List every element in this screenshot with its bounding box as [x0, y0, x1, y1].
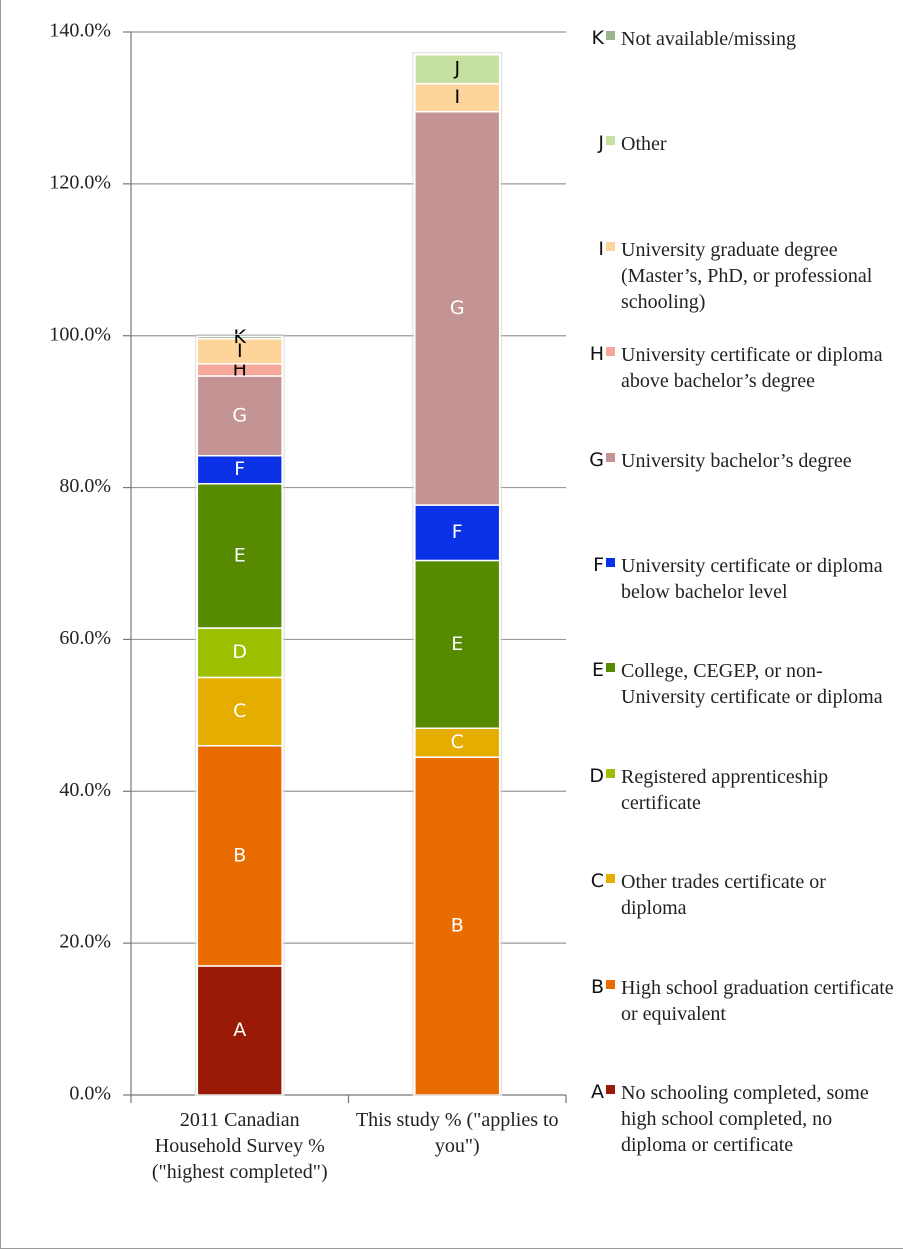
bar-segment — [196, 627, 283, 679]
segment-label: D — [232, 641, 247, 663]
legend-key: H — [589, 343, 604, 366]
segment-label: F — [452, 521, 463, 543]
x-tick-label: This study % ("applies to you") — [355, 1109, 559, 1157]
legend-key: F — [593, 554, 604, 576]
legend-item: E College, CEGEP, or non-University certi… — [584, 658, 896, 710]
segment-label: E — [451, 633, 463, 655]
bar-segment — [196, 335, 283, 340]
legend-item: A No schooling completed, some high schoo… — [584, 1080, 896, 1158]
legend-key: C — [590, 870, 604, 893]
legend-item: F University certificate or diploma below… — [584, 553, 896, 605]
bar-segment — [196, 744, 283, 967]
legend-swatch — [606, 874, 615, 884]
segment-label: C — [233, 700, 246, 722]
segment-label: G — [232, 404, 247, 426]
legend-item: G University bachelor’s degree — [584, 448, 896, 474]
y-tick-label: 20.0% — [59, 931, 111, 953]
legend-swatch — [606, 452, 615, 462]
segment-label: E — [234, 544, 246, 566]
legend-key: E — [591, 659, 604, 682]
segment-label: B — [451, 915, 464, 937]
segment-label: A — [233, 1019, 246, 1041]
legend-key: G — [589, 448, 604, 471]
segment-label: G — [450, 297, 465, 319]
legend-item: I University graduate degree (Master’s, P… — [584, 237, 896, 315]
bar-segment — [414, 727, 501, 758]
y-tick-label: 120.0% — [49, 171, 111, 193]
legend-label: College, CEGEP, or non-University certif… — [621, 660, 883, 709]
y-tick-label: 0.0% — [69, 1083, 111, 1105]
legend-item: J Other — [584, 131, 896, 157]
legend-key: K — [591, 27, 604, 49]
bar-segment — [414, 756, 501, 1096]
y-tick-label: 60.0% — [59, 627, 111, 649]
legend-swatch — [606, 768, 615, 778]
legend-key: J — [598, 132, 604, 155]
legend-key: I — [598, 237, 604, 260]
legend-label: University graduate degree (Master’s, Ph… — [621, 238, 873, 313]
bar-segment — [414, 504, 501, 562]
segment-label: I — [237, 340, 243, 362]
legend-swatch — [606, 136, 615, 146]
segment-label: K — [234, 326, 247, 348]
legend-swatch — [606, 241, 615, 251]
legend-item: K Not available/missing — [584, 26, 896, 52]
legend-label: Other trades certificate or diploma — [621, 871, 826, 920]
bar-segment — [196, 483, 283, 629]
bar-outline — [412, 52, 503, 1096]
segment-label: B — [233, 844, 246, 866]
bar-segment — [196, 965, 283, 1096]
y-tick-label: 100.0% — [49, 323, 111, 345]
y-tick-label: 140.0% — [49, 20, 111, 42]
legend-label: Not available/missing — [621, 28, 796, 50]
legend-label: University certificate or diploma below … — [621, 555, 883, 603]
segment-label: I — [454, 86, 460, 108]
legend-item: D Registered apprenticeship certificate — [584, 764, 896, 816]
bar-segment — [414, 110, 501, 506]
legend-item: B High school graduation certificate or e… — [584, 975, 896, 1027]
legend-label: Other — [621, 133, 667, 156]
segment-label: C — [451, 731, 464, 753]
bar-segment — [196, 676, 283, 747]
y-tick-label: 80.0% — [59, 475, 111, 497]
legend-swatch — [606, 979, 615, 989]
legend-label: University certificate or diploma above … — [621, 344, 883, 393]
bar-segment — [414, 54, 501, 85]
legend-label: No schooling completed, some high school… — [621, 1082, 869, 1156]
bar-segment — [196, 454, 283, 485]
legend-key: A — [591, 1081, 604, 1103]
legend-item: H University certificate or diploma above… — [584, 342, 896, 394]
bar-segment — [196, 338, 283, 365]
legend-key: B — [590, 975, 604, 998]
legend-item: C Other trades certificate or diploma — [584, 869, 896, 921]
segment-label: F — [234, 458, 245, 480]
bar-outline — [194, 333, 285, 1096]
legend-label: Registered apprenticeship certificate — [621, 765, 829, 814]
legend-key: D — [589, 764, 604, 787]
legend-swatch — [606, 663, 615, 673]
y-tick-label: 40.0% — [59, 779, 111, 801]
legend-label: High school graduation certificate or eq… — [621, 976, 894, 1025]
bar-segment — [196, 375, 283, 457]
legend-swatch — [606, 347, 615, 357]
bar-segment — [414, 82, 501, 113]
segment-label: J — [453, 58, 460, 80]
legend-label: University bachelor’s degree — [621, 449, 852, 472]
bar-segment — [414, 559, 501, 730]
legend-swatch — [606, 31, 615, 40]
legend-swatch — [606, 558, 615, 567]
x-tick-label: 2011 Canadian Household Survey % ("highe… — [151, 1109, 328, 1183]
legend-swatch — [606, 1085, 615, 1094]
